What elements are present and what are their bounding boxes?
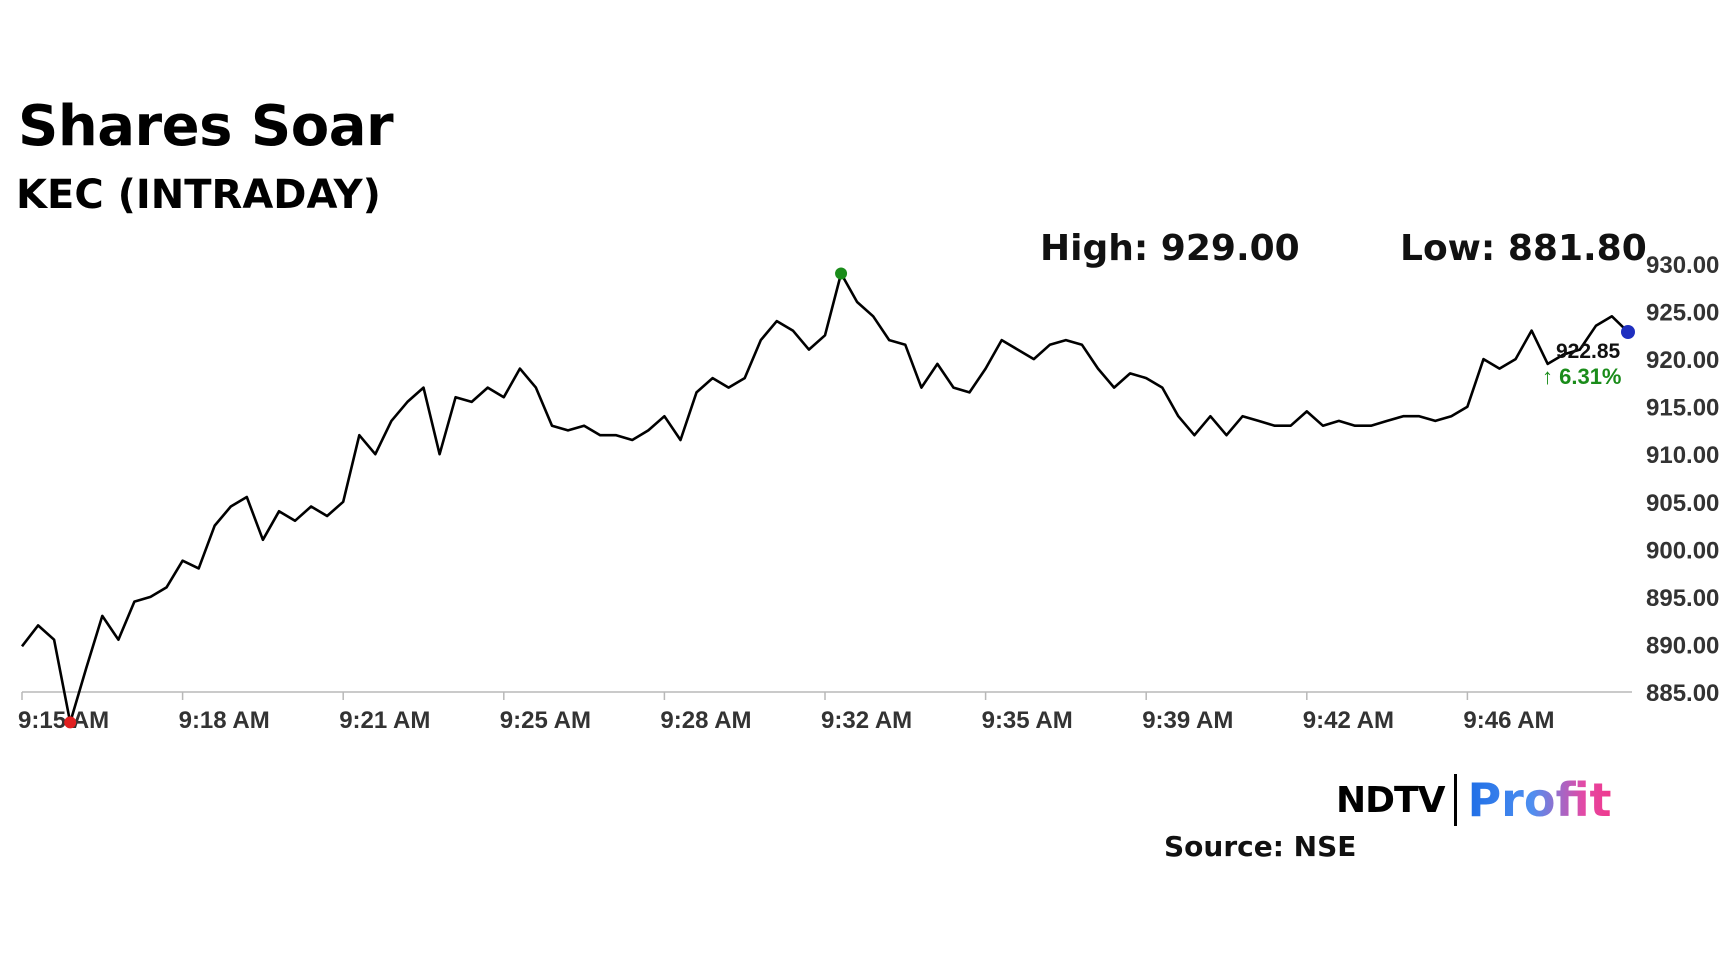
axes: 9:15 AM 9:18 AM 9:21 AM 9:25 AM 9:28 AM 9:32 … (18, 252, 1719, 734)
x-tick-label: 9:15 AM (18, 707, 109, 734)
y-tick-label: 915.00 (1646, 395, 1719, 422)
y-tick-label: 920.00 (1646, 347, 1719, 374)
x-tick-label: 9:32 AM (821, 707, 912, 734)
x-tick-label: 9:18 AM (179, 707, 270, 734)
logo-ndtv-text: NDTV (1336, 779, 1445, 821)
chart-title: Shares Soar (18, 94, 394, 159)
y-tick-label: 885.00 (1646, 680, 1719, 707)
chart-subtitle: KEC (INTRADAY) (16, 172, 381, 218)
y-tick-label: 910.00 (1646, 442, 1719, 469)
ndtv-profit-logo: NDTV Profit (1336, 773, 1612, 827)
price-line (20, 272, 1629, 724)
y-tick-label: 905.00 (1646, 490, 1719, 517)
price-series (20, 272, 1629, 724)
logo-divider (1454, 774, 1458, 826)
source-note: Source: NSE (1164, 830, 1357, 863)
y-tick-label: 925.00 (1646, 300, 1719, 327)
x-tick-label: 9:39 AM (1142, 707, 1233, 734)
last-price-label: 922.85 (1556, 340, 1621, 363)
y-tick-label: 900.00 (1646, 537, 1719, 564)
change-percent-label: ↑ 6.31% (1542, 364, 1622, 389)
low-marker (64, 716, 77, 729)
x-tick-label: 9:46 AM (1463, 707, 1554, 734)
markers: 922.85↑ 6.31% (64, 267, 1635, 729)
logo-profit-text: Profit (1467, 773, 1612, 827)
high-value: High: 929.00 (1040, 228, 1300, 269)
x-tick-label: 9:21 AM (339, 707, 430, 734)
y-tick-label: 890.00 (1646, 632, 1719, 659)
last-marker (1621, 325, 1635, 340)
y-tick-label: 895.00 (1646, 585, 1719, 612)
high-marker (835, 267, 848, 280)
y-tick-label: 930.00 (1646, 252, 1719, 279)
x-tick-label: 9:28 AM (660, 707, 751, 734)
x-tick-label: 9:35 AM (982, 707, 1073, 734)
x-tick-label: 9:25 AM (500, 707, 591, 734)
low-value: Low: 881.80 (1400, 228, 1647, 269)
x-tick-label: 9:42 AM (1303, 707, 1394, 734)
